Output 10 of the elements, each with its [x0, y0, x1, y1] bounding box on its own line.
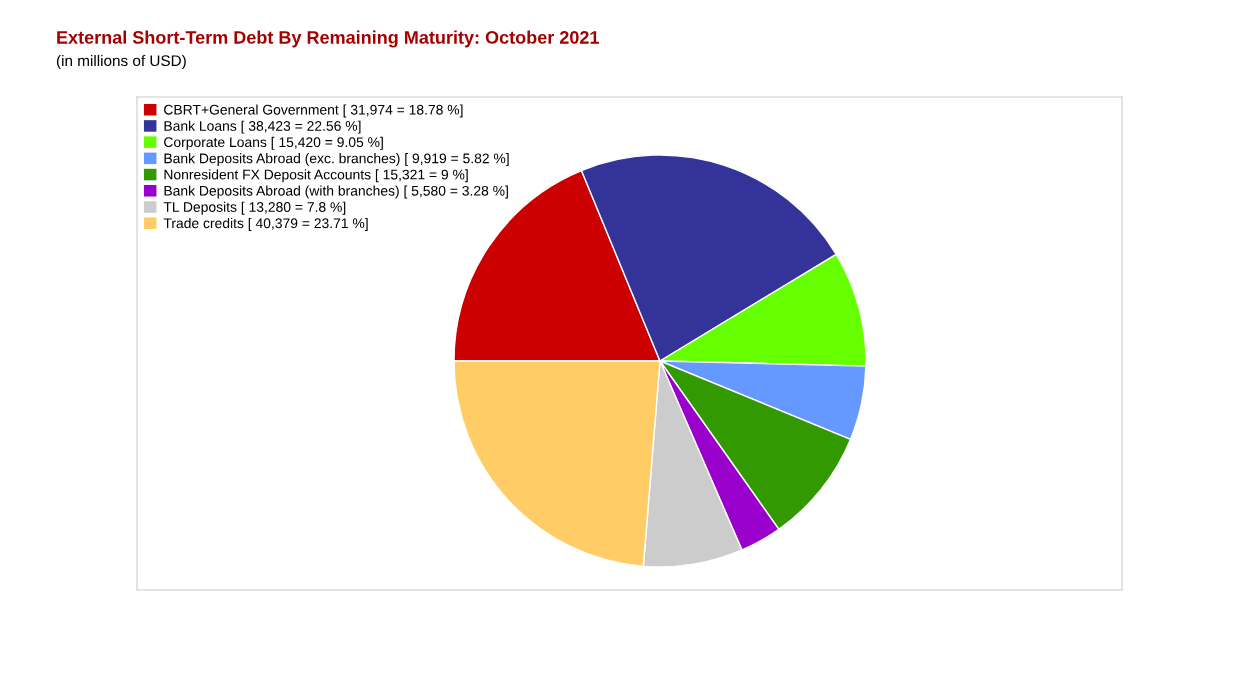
legend-label: TL Deposits [ 13,280 = 7.8 %]	[163, 201, 346, 215]
legend-label: CBRT+General Government [ 31,974 = 18.78 %]	[164, 104, 463, 118]
legend-label: Nonresident FX Deposit Accounts [ 15,321 = 9 %]	[164, 169, 468, 183]
legend-label: Trade credits [ 40,379 = 23.71 %]	[163, 217, 368, 231]
legend-label: Bank Deposits Abroad (with branches) [ 5,580 = 3.28 %]	[164, 185, 508, 199]
chart-subtitle: (in millions of USD)	[56, 54, 186, 70]
legend-label: Corporate Loans [ 15,420 = 9.05 %]	[164, 136, 383, 150]
legend-label: Bank Deposits Abroad (exc. branches) [ 9,919 = 5.82 %]	[164, 153, 509, 167]
chart-title: External Short-Term Debt By Remaining Maturity: October 2021	[57, 30, 599, 48]
legend-label: Bank Loans [ 38,423 = 22.56 %]	[164, 120, 361, 134]
